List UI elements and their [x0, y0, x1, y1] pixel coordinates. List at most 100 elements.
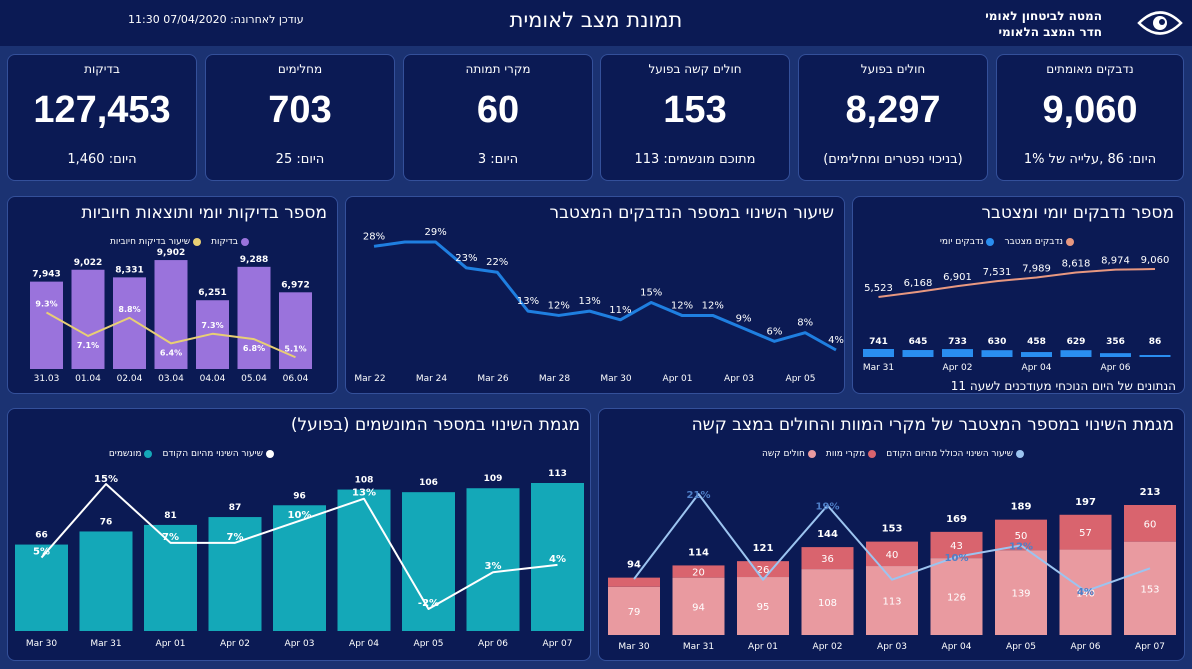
bar-value-label: 106: [419, 478, 438, 488]
severe-value-label: 126: [947, 593, 966, 604]
bar-value-label: 76: [100, 517, 113, 527]
severe-value-label: 94: [692, 602, 705, 613]
kpi-sub: היום: 25: [275, 152, 325, 167]
bar-value-label: 356: [1106, 337, 1125, 347]
total-value-label: 213: [1140, 487, 1161, 498]
point-label: 11%: [609, 305, 631, 316]
rate-label: 5%: [33, 547, 50, 558]
legend-label: שיעור השינוי הכולל מהיום הקודם: [886, 449, 1013, 459]
rate-label: 6.4%: [160, 348, 182, 357]
point-label: 12%: [702, 300, 724, 311]
bar: [1060, 350, 1092, 357]
org-subname: חדר המצב הלאומי: [998, 25, 1102, 39]
bar: [981, 350, 1013, 357]
growth-line: [373, 240, 837, 352]
total-value-label: 189: [1011, 502, 1032, 513]
deaths-value-label: 60: [1144, 519, 1157, 530]
x-tick-label: Apr 04: [349, 639, 379, 649]
rate-label: 21%: [687, 490, 711, 501]
severe-bar: [737, 577, 789, 635]
bar-value-label: 741: [869, 337, 888, 347]
x-tick-label: Apr 05: [1006, 642, 1036, 652]
total-value-label: 169: [946, 514, 967, 525]
rate-label: 19%: [816, 501, 840, 512]
bar-value-label: 733: [948, 337, 967, 347]
kpi-severe: חולים קשה בפועל 153 מתוכם מונשמים: 113: [600, 54, 790, 181]
x-tick-label: 06.04: [283, 374, 309, 384]
x-tick-label: Mar 30: [618, 642, 650, 652]
bar-value-label: 458: [1027, 337, 1046, 347]
chart-title: מספר נדבקים יומי ומצטבר: [981, 203, 1174, 223]
bar: [863, 349, 894, 357]
severe-value-label: 79: [628, 607, 641, 618]
deaths-value-label: 20: [692, 568, 705, 579]
x-tick-label: Mar 31: [683, 642, 714, 652]
vent-chart-card: מגמת השינוי במספר המונשמים (בפועל) שיעור…: [7, 408, 591, 661]
x-tick-label: Apr 06: [478, 639, 508, 649]
kpi-sub: היום: 1,460: [67, 152, 137, 167]
bar-value-label: 96: [293, 491, 306, 501]
bar-value-label: 9,022: [74, 258, 102, 268]
legend-bars-swatch: [986, 238, 995, 246]
rate-label: 7%: [227, 532, 244, 543]
bar: [79, 531, 133, 631]
legend-label: חולים קשה: [761, 449, 805, 459]
severe-value-label: 95: [757, 602, 770, 613]
kpi-sub: היום: 3: [477, 152, 519, 167]
bar-value-label: 8,331: [115, 265, 143, 275]
bar-value-label: 86: [1149, 337, 1162, 347]
cumulative-label: 7,989: [1022, 263, 1051, 274]
kpi-value: 9,060: [1042, 89, 1138, 131]
total-value-label: 114: [688, 547, 709, 558]
x-tick-label: Mar 24: [416, 374, 448, 384]
bar-value-label: 81: [164, 511, 177, 521]
x-tick-label: Apr 02: [943, 363, 973, 373]
bar-value-label: 87: [229, 503, 242, 513]
bar: [942, 349, 973, 357]
deaths-value-label: 26: [757, 565, 770, 576]
severe-value-label: 140: [1076, 588, 1095, 599]
kpi-value: 127,453: [33, 89, 171, 131]
bar-value-label: 66: [35, 531, 48, 541]
rate-label: 13%: [352, 488, 376, 499]
header-bar: עודכן לאחרונה: 07/04/2020 11:30 תמונת מצ…: [0, 0, 1192, 46]
severe-value-label: 153: [1140, 584, 1159, 595]
legend-severe-swatch: [807, 450, 816, 458]
point-label: 6%: [766, 326, 782, 337]
severe-bar: [1124, 541, 1176, 635]
deaths-bar: [866, 541, 918, 567]
severe-chart-card: מגמת השינוי במספר המצטבר של מקרי המוות ו…: [598, 408, 1185, 661]
kpi-value: 153: [663, 89, 727, 131]
x-tick-label: Mar 22: [354, 374, 385, 384]
legend-bars-swatch: [144, 450, 153, 458]
growth-chart: 28% 29% 23% 22% 13% 12% 13% 11% 15% 12% 12% 9% 6% 8% 4…: [354, 227, 844, 384]
kpi-label: בדיקות: [84, 62, 120, 76]
positive-rate-line: [46, 311, 296, 359]
bar-value-label: 630: [988, 337, 1007, 347]
cumulative-label: 8,974: [1101, 256, 1130, 267]
deaths-value-label: 43: [950, 541, 963, 552]
point-label: 8%: [797, 318, 813, 329]
x-tick-label: 01.04: [75, 374, 101, 384]
x-tick-label: Apr 07: [1135, 642, 1165, 652]
rate-label: 7.3%: [201, 321, 223, 330]
kpi-active: חולים בפועל 8,297 (בניכוי נפטרים ומחלימי…: [798, 54, 988, 181]
x-tick-label: Apr 01: [663, 374, 693, 384]
bar: [466, 488, 520, 631]
severe-bar: [801, 569, 854, 635]
rate-label: 7%: [162, 532, 179, 543]
growth-chart-card: שיעור השינוי במספר הנדבקים המצטבר 28% 29%…: [345, 196, 845, 394]
point-label: 28%: [363, 231, 385, 242]
legend-bars-swatch: [241, 238, 249, 246]
deaths-bar: [801, 547, 854, 570]
bar: [337, 489, 391, 631]
bar: [402, 492, 455, 631]
kpi-label: מקרי תמותה: [465, 62, 531, 76]
total-change-line: [633, 493, 1151, 593]
bar-value-label: 9,902: [157, 248, 185, 258]
kpi-deaths: מקרי תמותה 60 היום: 3: [403, 54, 593, 181]
rate-label: 3%: [485, 561, 502, 572]
last-updated: עודכן לאחרונה: 07/04/2020 11:30: [128, 13, 304, 26]
tests-chart: 7,943 31.03 9,022 01.04 8,331 02.04 9,902 03.04…: [30, 248, 312, 384]
legend-label: שיעור השינוי מהיום הקודם: [162, 449, 263, 459]
